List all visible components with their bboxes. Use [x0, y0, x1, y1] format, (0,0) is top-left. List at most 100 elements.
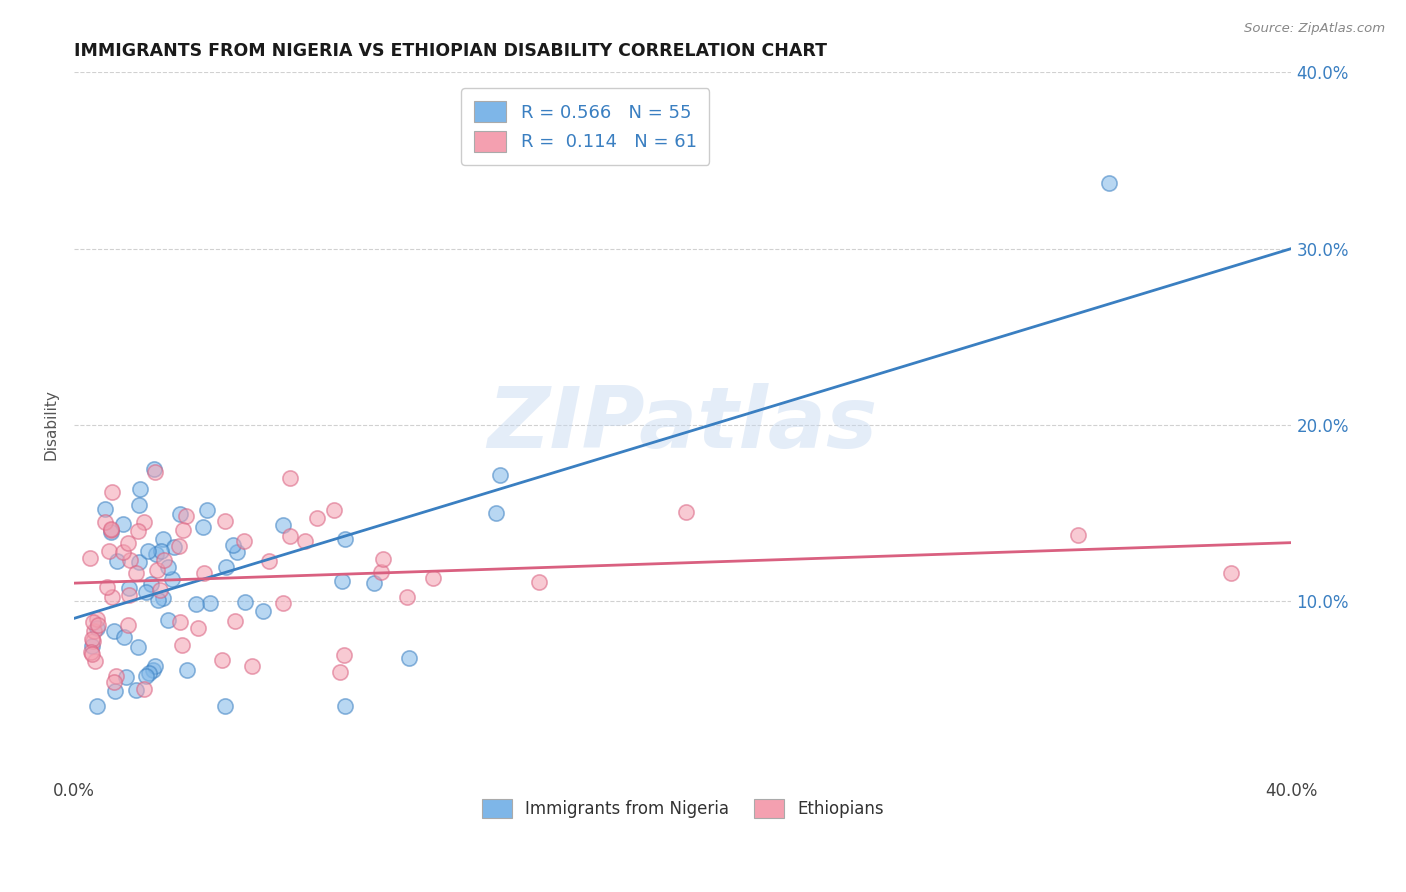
- Point: [167, 539, 190, 553]
- Point: [1219, 566, 1241, 580]
- Point: [422, 571, 444, 585]
- Point: [193, 520, 215, 534]
- Point: [214, 699, 236, 714]
- Point: [233, 533, 256, 548]
- Point: [96, 580, 118, 594]
- Point: [146, 563, 169, 577]
- Point: [187, 621, 209, 635]
- Point: [112, 630, 135, 644]
- Point: [214, 514, 236, 528]
- Point: [100, 524, 122, 539]
- Point: [111, 545, 134, 559]
- Point: [152, 532, 174, 546]
- Point: [79, 645, 101, 659]
- Point: [82, 648, 104, 662]
- Point: [172, 523, 194, 537]
- Point: [143, 465, 166, 479]
- Point: [233, 595, 256, 609]
- Point: [82, 615, 104, 629]
- Point: [160, 573, 183, 587]
- Point: [169, 507, 191, 521]
- Point: [83, 654, 105, 668]
- Point: [193, 566, 215, 580]
- Point: [170, 638, 193, 652]
- Point: [138, 665, 160, 680]
- Point: [224, 614, 246, 628]
- Point: [118, 588, 141, 602]
- Point: [118, 582, 141, 596]
- Point: [333, 648, 356, 662]
- Point: [149, 583, 172, 598]
- Legend: Immigrants from Nigeria, Ethiopians: Immigrants from Nigeria, Ethiopians: [475, 792, 890, 825]
- Point: [117, 536, 139, 550]
- Point: [145, 547, 167, 561]
- Point: [103, 675, 125, 690]
- Point: [118, 552, 141, 566]
- Point: [211, 653, 233, 667]
- Point: [305, 510, 328, 524]
- Point: [129, 482, 152, 496]
- Point: [111, 516, 134, 531]
- Point: [100, 522, 122, 536]
- Point: [186, 597, 208, 611]
- Point: [222, 538, 245, 552]
- Point: [257, 554, 280, 568]
- Point: [82, 632, 104, 646]
- Point: [157, 559, 180, 574]
- Point: [675, 505, 697, 519]
- Point: [79, 550, 101, 565]
- Point: [489, 467, 512, 482]
- Point: [86, 699, 108, 714]
- Point: [273, 596, 295, 610]
- Point: [117, 617, 139, 632]
- Point: [142, 462, 165, 476]
- Point: [278, 529, 301, 543]
- Point: [215, 560, 238, 574]
- Point: [335, 532, 357, 546]
- Point: [86, 621, 108, 635]
- Point: [142, 663, 165, 677]
- Point: [323, 503, 346, 517]
- Point: [139, 577, 162, 591]
- Point: [157, 613, 180, 627]
- Point: [98, 544, 121, 558]
- Point: [114, 669, 136, 683]
- Text: IMMIGRANTS FROM NIGERIA VS ETHIOPIAN DISABILITY CORRELATION CHART: IMMIGRANTS FROM NIGERIA VS ETHIOPIAN DIS…: [75, 42, 827, 60]
- Point: [132, 681, 155, 696]
- Point: [83, 624, 105, 639]
- Point: [370, 565, 392, 579]
- Point: [396, 590, 419, 604]
- Point: [101, 590, 124, 604]
- Point: [100, 524, 122, 538]
- Point: [176, 509, 198, 524]
- Point: [373, 551, 395, 566]
- Point: [125, 566, 148, 581]
- Point: [105, 554, 128, 568]
- Point: [80, 640, 103, 654]
- Point: [176, 664, 198, 678]
- Point: [105, 669, 128, 683]
- Point: [485, 506, 508, 520]
- Point: [153, 553, 176, 567]
- Point: [135, 585, 157, 599]
- Point: [1098, 177, 1121, 191]
- Point: [169, 615, 191, 630]
- Text: ZIPatlas: ZIPatlas: [488, 384, 877, 467]
- Point: [398, 651, 420, 665]
- Point: [103, 624, 125, 638]
- Text: Source: ZipAtlas.com: Source: ZipAtlas.com: [1244, 22, 1385, 36]
- Point: [195, 503, 218, 517]
- Point: [82, 634, 104, 648]
- Point: [152, 591, 174, 605]
- Point: [100, 484, 122, 499]
- Point: [150, 543, 173, 558]
- Point: [163, 540, 186, 554]
- Point: [128, 555, 150, 569]
- Point: [132, 516, 155, 530]
- Point: [294, 533, 316, 548]
- Point: [329, 665, 352, 679]
- Point: [87, 617, 110, 632]
- Point: [104, 683, 127, 698]
- Point: [200, 596, 222, 610]
- Point: [127, 640, 149, 655]
